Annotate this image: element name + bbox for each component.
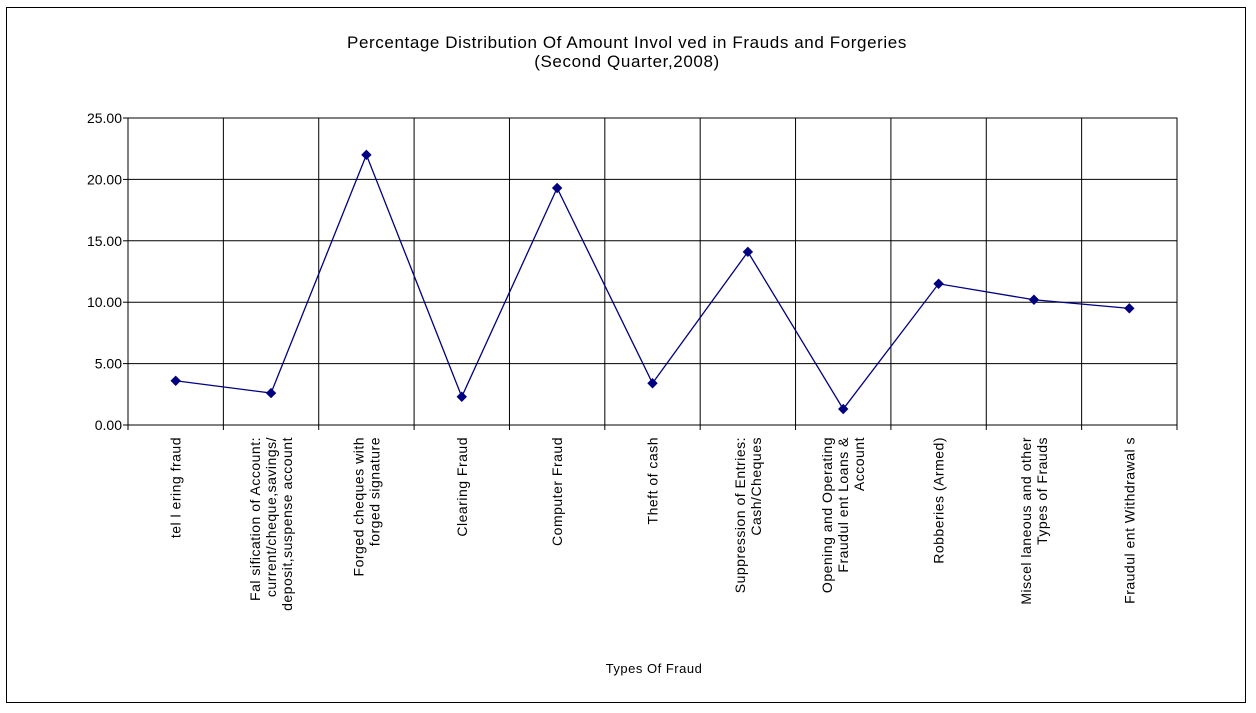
data-point-marker <box>1028 294 1040 305</box>
plot-area: 0.00 5.00 10.00 15.00 20.00 25.00 tel l ering … <box>87 110 1178 611</box>
y-tick-label: 15.00 <box>87 233 122 249</box>
x-category-label-line: Miscel laneous and other <box>1018 437 1034 605</box>
x-category-label-line: Computer Fraud <box>549 437 565 546</box>
y-tick-label: 20.00 <box>87 171 122 187</box>
x-category-label: Computer Fraud <box>549 437 565 546</box>
x-category-label: tel l ering fraud <box>168 437 184 538</box>
x-axis-title: Types Of Fraud <box>606 661 703 676</box>
x-category-label: Forged cheques with forged signature <box>350 437 382 576</box>
data-point-marker <box>361 149 372 161</box>
y-tick-label: 25.00 <box>87 110 122 126</box>
x-category-label-line: Cash/Cheques <box>748 437 764 536</box>
y-tick-label: 0.00 <box>95 417 122 433</box>
x-category-label-line: Opening and Operating <box>819 437 835 593</box>
x-category-label-line: Clearing Fraud <box>454 437 470 537</box>
x-category-label-line: deposit,suspense account <box>279 437 295 611</box>
data-point-marker <box>647 378 658 389</box>
plot-border <box>127 117 1178 426</box>
data-point-marker <box>456 391 467 402</box>
y-tick-label: 10.00 <box>87 294 122 310</box>
x-category-label-line: Forged cheques with <box>350 437 366 576</box>
x-category-label-line: Fraudul ent Withdrawal s <box>1121 437 1137 604</box>
y-tick-label: 5.00 <box>95 356 122 372</box>
data-point-marker <box>551 182 563 194</box>
data-point-marker <box>170 375 181 386</box>
x-category-label: Clearing Fraud <box>454 437 470 537</box>
x-category-label-line: Theft of cash <box>645 437 661 524</box>
data-point-marker <box>742 246 754 258</box>
x-category-label: Miscel laneous and other Types of Frauds <box>1018 437 1050 605</box>
chart-frame: Percentage Distribution Of Amount Invol … <box>6 7 1246 703</box>
x-category-label: Theft of cash <box>645 437 661 524</box>
chart-title: Percentage Distribution Of Amount Invol … <box>347 33 907 52</box>
x-category-label: Robberies (Armed) <box>931 437 947 564</box>
x-category-label: Fal sification of Account: current/cheque… <box>247 437 295 611</box>
data-point-marker <box>933 278 944 289</box>
x-category-label-line: Types of Frauds <box>1034 437 1050 545</box>
x-category-label: Suppression of Entries: Cash/Cheques <box>732 437 764 593</box>
x-category-label-line: current/cheque,savings/ <box>263 437 279 597</box>
x-category-label-line: Fraudul ent Loans & <box>835 437 851 573</box>
data-point-marker <box>1124 303 1135 314</box>
x-category-label-line: Account <box>851 437 867 491</box>
line-chart: Percentage Distribution Of Amount Invol … <box>87 33 1178 676</box>
x-category-label-line: Fal sification of Account: <box>247 437 263 601</box>
data-point-marker <box>838 403 849 415</box>
x-category-label-line: forged signature <box>366 437 382 546</box>
x-category-label-line: Suppression of Entries: <box>732 437 748 593</box>
chart-subtitle: (Second Quarter,2008) <box>534 52 720 71</box>
x-category-label: Opening and Operating Fraudul ent Loans &… <box>819 437 867 593</box>
x-category-label-line: Robberies (Armed) <box>931 437 947 564</box>
x-category-label: Fraudul ent Withdrawal s <box>1121 437 1137 604</box>
data-point-marker <box>265 387 277 399</box>
x-category-label-line: tel l ering fraud <box>168 437 184 538</box>
